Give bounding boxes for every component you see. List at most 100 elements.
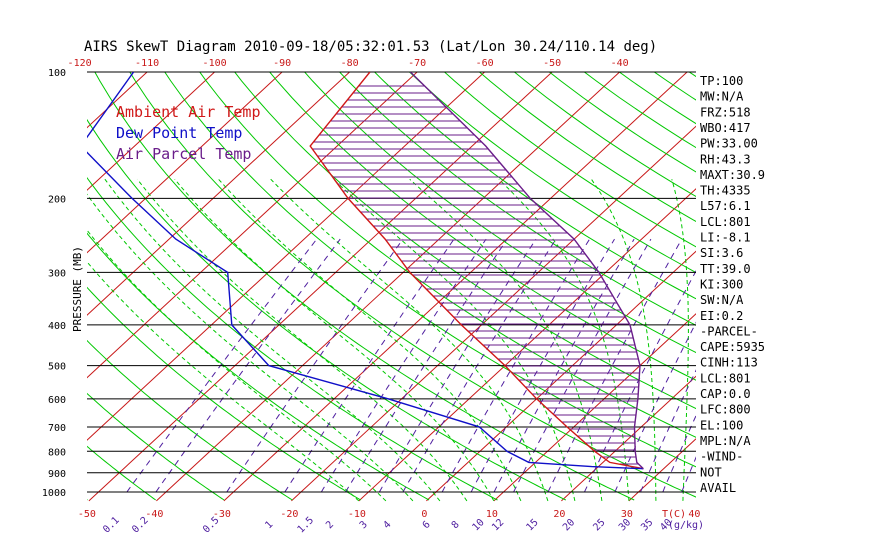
legend-parcel: Air Parcel Temp	[116, 145, 251, 163]
legend-dewpoint: Dew Point Temp	[116, 124, 242, 142]
top-temp-tick-label: -100	[203, 58, 227, 69]
dry-adiabat-line	[303, 72, 696, 354]
mixing-ratio-line	[155, 238, 341, 493]
mixing-ratio-tick-label: 0.1	[101, 515, 122, 536]
moist-adiabat-line	[409, 178, 603, 501]
mixing-ratio-line	[640, 369, 696, 493]
index-value: WBO:417	[700, 121, 751, 135]
isotherm-line	[156, 72, 621, 502]
mixing-ratio-tick-label: 8	[450, 519, 462, 531]
bottom-temp-tick-label: 0	[421, 509, 427, 520]
dry-adiabat-line	[338, 72, 696, 326]
chart-title: AIRS SkewT Diagram 2010-09-18/05:32:01.5…	[84, 39, 657, 55]
moist-adiabat-line	[174, 178, 495, 502]
index-value: RH:43.3	[700, 152, 751, 166]
mixing-ratio-tick-label: 2	[324, 519, 336, 531]
mixing-ratio-line	[547, 238, 683, 493]
moist-adiabat-line	[104, 178, 441, 502]
dry-adiabat-line	[87, 118, 567, 501]
isotherm-line	[87, 72, 216, 191]
isotherm-line	[87, 72, 418, 379]
dry-adiabat-line	[779, 63, 870, 500]
index-value: AVAIL	[700, 481, 736, 495]
legend: Ambient Air Temp Dew Point Temp Air Parcel…	[116, 103, 261, 163]
bottom-temp-tick-label: -10	[348, 509, 366, 520]
top-temp-tick-label: -90	[273, 58, 291, 69]
bottom-temp-tick-label: 20	[553, 509, 565, 520]
dry-adiabat-line	[234, 72, 696, 410]
index-value: MAXT:30.9	[700, 168, 765, 182]
dewpoint-profile-line	[87, 72, 644, 470]
bottom-temp-tick-label: 10	[486, 509, 498, 520]
dry-adiabat-line	[87, 232, 430, 501]
mixing-ratio-tick-label: 1	[263, 519, 275, 531]
index-value: PW:33.00	[700, 137, 758, 151]
dry-adiabat-line	[87, 286, 362, 501]
dry-adiabat-line	[373, 72, 696, 300]
mixing-ratio-line	[226, 238, 404, 493]
pressure-tick-label: 300	[48, 268, 66, 279]
moist-adiabat-line	[671, 179, 689, 501]
mixing-ratio-line	[493, 238, 635, 493]
pressure-tick-label: 100	[48, 68, 66, 79]
dry-adiabat-line	[129, 72, 696, 498]
index-value: TP:100	[700, 74, 743, 88]
top-temp-tick-label: -110	[135, 58, 159, 69]
mixing-ratio-line	[345, 238, 508, 493]
mixing-ratio-unit-label: (g/kg)	[668, 520, 704, 531]
mixing-ratio-tick-label: 35	[639, 517, 655, 533]
dry-adiabat-line	[744, 63, 870, 500]
moist-adiabat-line	[136, 178, 468, 502]
bottom-temp-tick-label: -20	[280, 509, 298, 520]
pressure-axis-label: PRESSURE (MB)	[71, 246, 84, 332]
top-temp-tick-label: -120	[68, 58, 92, 69]
moist-adiabat-line	[270, 178, 549, 502]
mixing-ratio-line	[662, 414, 696, 493]
isotherm-line	[764, 63, 870, 501]
dry-adiabat-line	[269, 72, 696, 381]
index-value: -WIND-	[700, 450, 743, 464]
mixing-ratio-line	[378, 238, 537, 493]
top-temp-tick-label: -50	[543, 58, 561, 69]
mixing-ratio-line	[584, 270, 696, 493]
index-value: MPL:N/A	[700, 434, 751, 448]
background-lines	[0, 63, 870, 502]
ambient-profile-line	[309, 72, 644, 470]
index-value: CAP:0.0	[700, 387, 751, 401]
isotherm-line	[87, 72, 351, 316]
mixing-ratio-line	[126, 238, 318, 493]
legend-ambient: Ambient Air Temp	[116, 103, 261, 121]
index-value: TT:39.0	[700, 262, 751, 276]
bottom-temp-tick-label: -30	[213, 509, 231, 520]
mixing-ratio-line	[320, 238, 487, 493]
mixing-ratio-tick-label: 6	[421, 519, 433, 531]
index-value: L57:6.1	[700, 199, 751, 213]
isotherm-line	[0, 63, 22, 501]
index-value: NOT	[700, 465, 722, 479]
bottom-temp-tick-label: -50	[78, 509, 96, 520]
mixing-ratio-tick-label: 3	[358, 519, 370, 531]
pressure-tick-label: 900	[48, 469, 66, 480]
isotherm-line	[493, 313, 696, 502]
sounding-profiles	[87, 72, 644, 470]
mixing-ratio-tick-label: 1.5	[296, 515, 317, 536]
dry-adiabat-line	[164, 72, 696, 468]
mixing-ratio-line	[402, 238, 557, 493]
moist-adiabat-line	[87, 229, 387, 502]
index-value: SW:N/A	[700, 293, 744, 307]
moist-adiabat-line	[87, 261, 360, 502]
mixing-ratio-line	[681, 456, 696, 493]
dry-adiabat-line	[87, 445, 156, 501]
dry-adiabat-line	[408, 72, 696, 274]
index-value: CINH:113	[700, 356, 758, 370]
index-value: -PARCEL-	[700, 324, 758, 338]
index-value: FRZ:518	[700, 105, 751, 119]
index-value: LI:-8.1	[700, 231, 751, 245]
pressure-tick-label: 1000	[42, 488, 66, 499]
pressure-tick-label: 700	[48, 423, 66, 434]
dry-adiabat-line	[653, 72, 696, 101]
index-value: LFC:800	[700, 403, 751, 417]
index-value: LCL:801	[700, 215, 751, 229]
bottom-temp-tick-label: -40	[145, 509, 163, 520]
